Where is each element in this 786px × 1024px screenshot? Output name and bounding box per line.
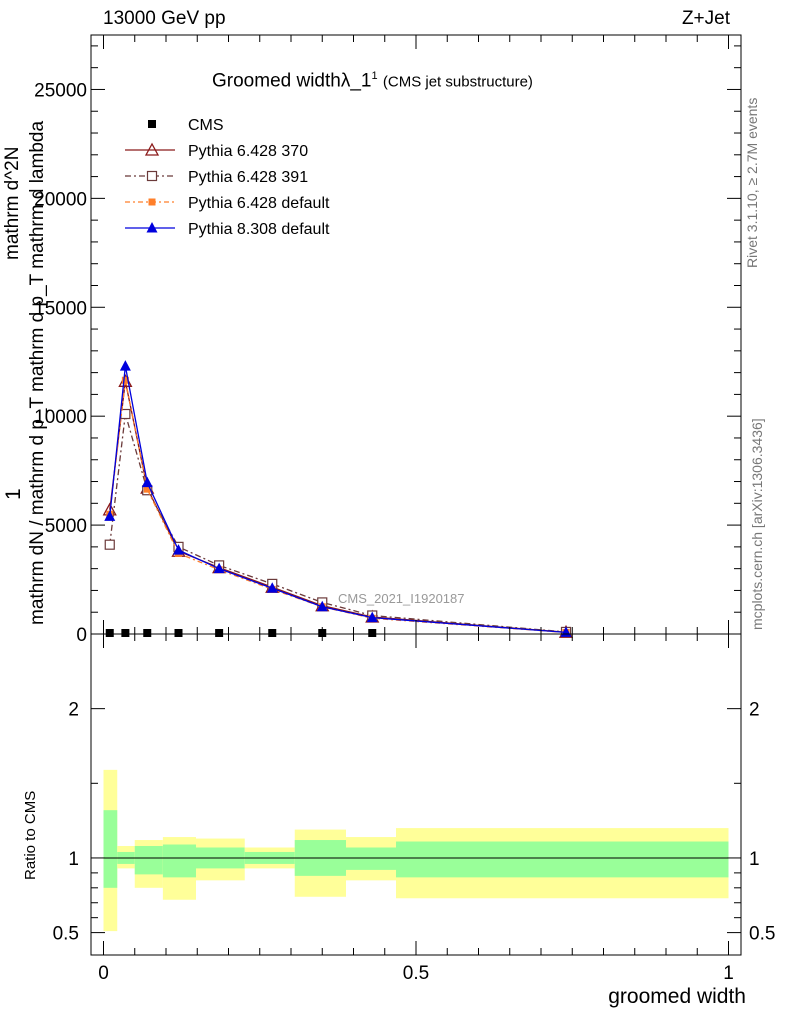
y-axis-label-line-1: 1 — [2, 488, 25, 500]
series-line-pdefault — [109, 380, 567, 634]
ratio-frame — [90, 633, 742, 956]
legend-entry-p370: Pythia 6.428 370 — [125, 142, 308, 160]
main-ytick-label-4: 20000 — [34, 189, 87, 210]
ratio-inner-band-8 — [396, 841, 729, 878]
y-axis-label-line-3: mathrm dN / mathrm d p_T mathrm d p_T ma… — [27, 120, 48, 625]
point-p8-3 — [173, 544, 184, 555]
main-ytick-label-5: 25000 — [34, 80, 87, 101]
main-ytick-label-3: 15000 — [34, 298, 87, 319]
point-cms-1 — [121, 629, 130, 637]
ratio-xtick-label-0: 0 — [98, 963, 109, 984]
point-p8-4 — [213, 562, 225, 574]
point-cms-0 — [105, 629, 114, 637]
legend-label-p8: Pythia 8.308 default — [188, 221, 330, 238]
legend: CMS Pythia 6.428 370 Pythia 6.428 391 Pythi… — [125, 117, 330, 238]
point-p8-5 — [266, 582, 278, 593]
legend-entry-pdefault: Pythia 6.428 default — [125, 195, 330, 212]
legend-label-cms: CMS — [188, 117, 224, 134]
main-ytick-label-0: 0 — [76, 625, 87, 646]
legend-marker-cms — [148, 120, 156, 128]
point-cms-4 — [215, 629, 224, 637]
ratio-ytick-label-left-1: 1 — [68, 849, 79, 870]
title-main: Groomed widthλ_1 — [212, 70, 372, 92]
point-p8-0 — [104, 510, 116, 521]
legend-marker-p391 — [146, 170, 158, 182]
point-cms-5 — [268, 629, 277, 637]
process-label: Z+Jet — [681, 8, 730, 29]
legend-marker-p370 — [144, 142, 160, 156]
point-p8-1 — [119, 360, 131, 371]
title-sub: (CMS jet substructure) — [382, 73, 533, 91]
point-p8-7 — [366, 611, 378, 623]
ratio-inner-band-0 — [103, 810, 118, 888]
main-series-layer — [102, 360, 574, 638]
ratio-ytick-label-left-2: 2 — [68, 700, 79, 721]
legend-marker-p8 — [146, 222, 158, 233]
axes-layer: 0 5000 10000 15000 20000 25000 0 0.5 1 0.5 0.5 1 1 2 2 — [34, 34, 775, 984]
main-ytick-label-1: 5000 — [45, 516, 87, 537]
ratio-inner-band-3 — [162, 844, 196, 878]
legend-entry-cms: CMS — [148, 117, 224, 134]
rivet-version-label: Rivet 3.1.10, ≥ 2.7M events — [744, 97, 760, 268]
series-line-p391 — [109, 413, 567, 633]
mcplots-label: mcplots.cern.ch [arXiv:1306.3436] — [749, 418, 765, 630]
point-cms-3 — [174, 629, 183, 637]
point-pdefault-2 — [143, 485, 151, 493]
energy-label: 13000 GeV pp — [103, 8, 226, 29]
ratio-ytick-label-right-0: 0.5 — [749, 924, 775, 945]
legend-label-pdefault: Pythia 6.428 default — [188, 195, 330, 212]
legend-entry-p391: Pythia 6.428 391 — [125, 169, 308, 186]
point-pdefault-1 — [121, 376, 129, 384]
main-ytick-label-2: 10000 — [34, 407, 87, 428]
legend-entry-p8: Pythia 8.308 default — [125, 221, 330, 238]
ratio-y-axis-label: Ratio to CMS — [22, 790, 39, 880]
series-p8 — [104, 360, 572, 637]
ratio-bands — [103, 769, 729, 932]
series-cms — [105, 629, 377, 637]
point-p8-6 — [316, 600, 328, 612]
ratio-inner-band-2 — [134, 846, 163, 875]
plot-title: Groomed widthλ_11 (CMS jet substructure) — [212, 70, 533, 92]
point-p8-2 — [141, 476, 153, 488]
legend-label-p391: Pythia 6.428 391 — [188, 169, 308, 186]
point-cms-7 — [368, 629, 377, 637]
ratio-inner-band-7 — [346, 847, 396, 870]
point-cms-2 — [143, 629, 152, 637]
title-sup: 1 — [371, 70, 378, 82]
ratio-ytick-label-left-0: 0.5 — [53, 924, 79, 945]
legend-marker-pdefault — [148, 198, 156, 206]
ratio-xtick-label-1: 0.5 — [403, 963, 429, 984]
y-axis-label-line-2: mathrm d^2N — [2, 146, 23, 260]
ratio-ytick-label-right-2: 2 — [749, 700, 760, 721]
ratio-ytick-label-right-1: 1 — [749, 849, 760, 870]
ratio-xtick-label-2: 1 — [723, 963, 734, 984]
x-axis-label: groomed width — [608, 985, 746, 1008]
point-p391-0 — [104, 539, 115, 550]
analysis-label: CMS_2021_I1920187 — [338, 591, 465, 606]
legend-label-p370: Pythia 6.428 370 — [188, 143, 308, 160]
